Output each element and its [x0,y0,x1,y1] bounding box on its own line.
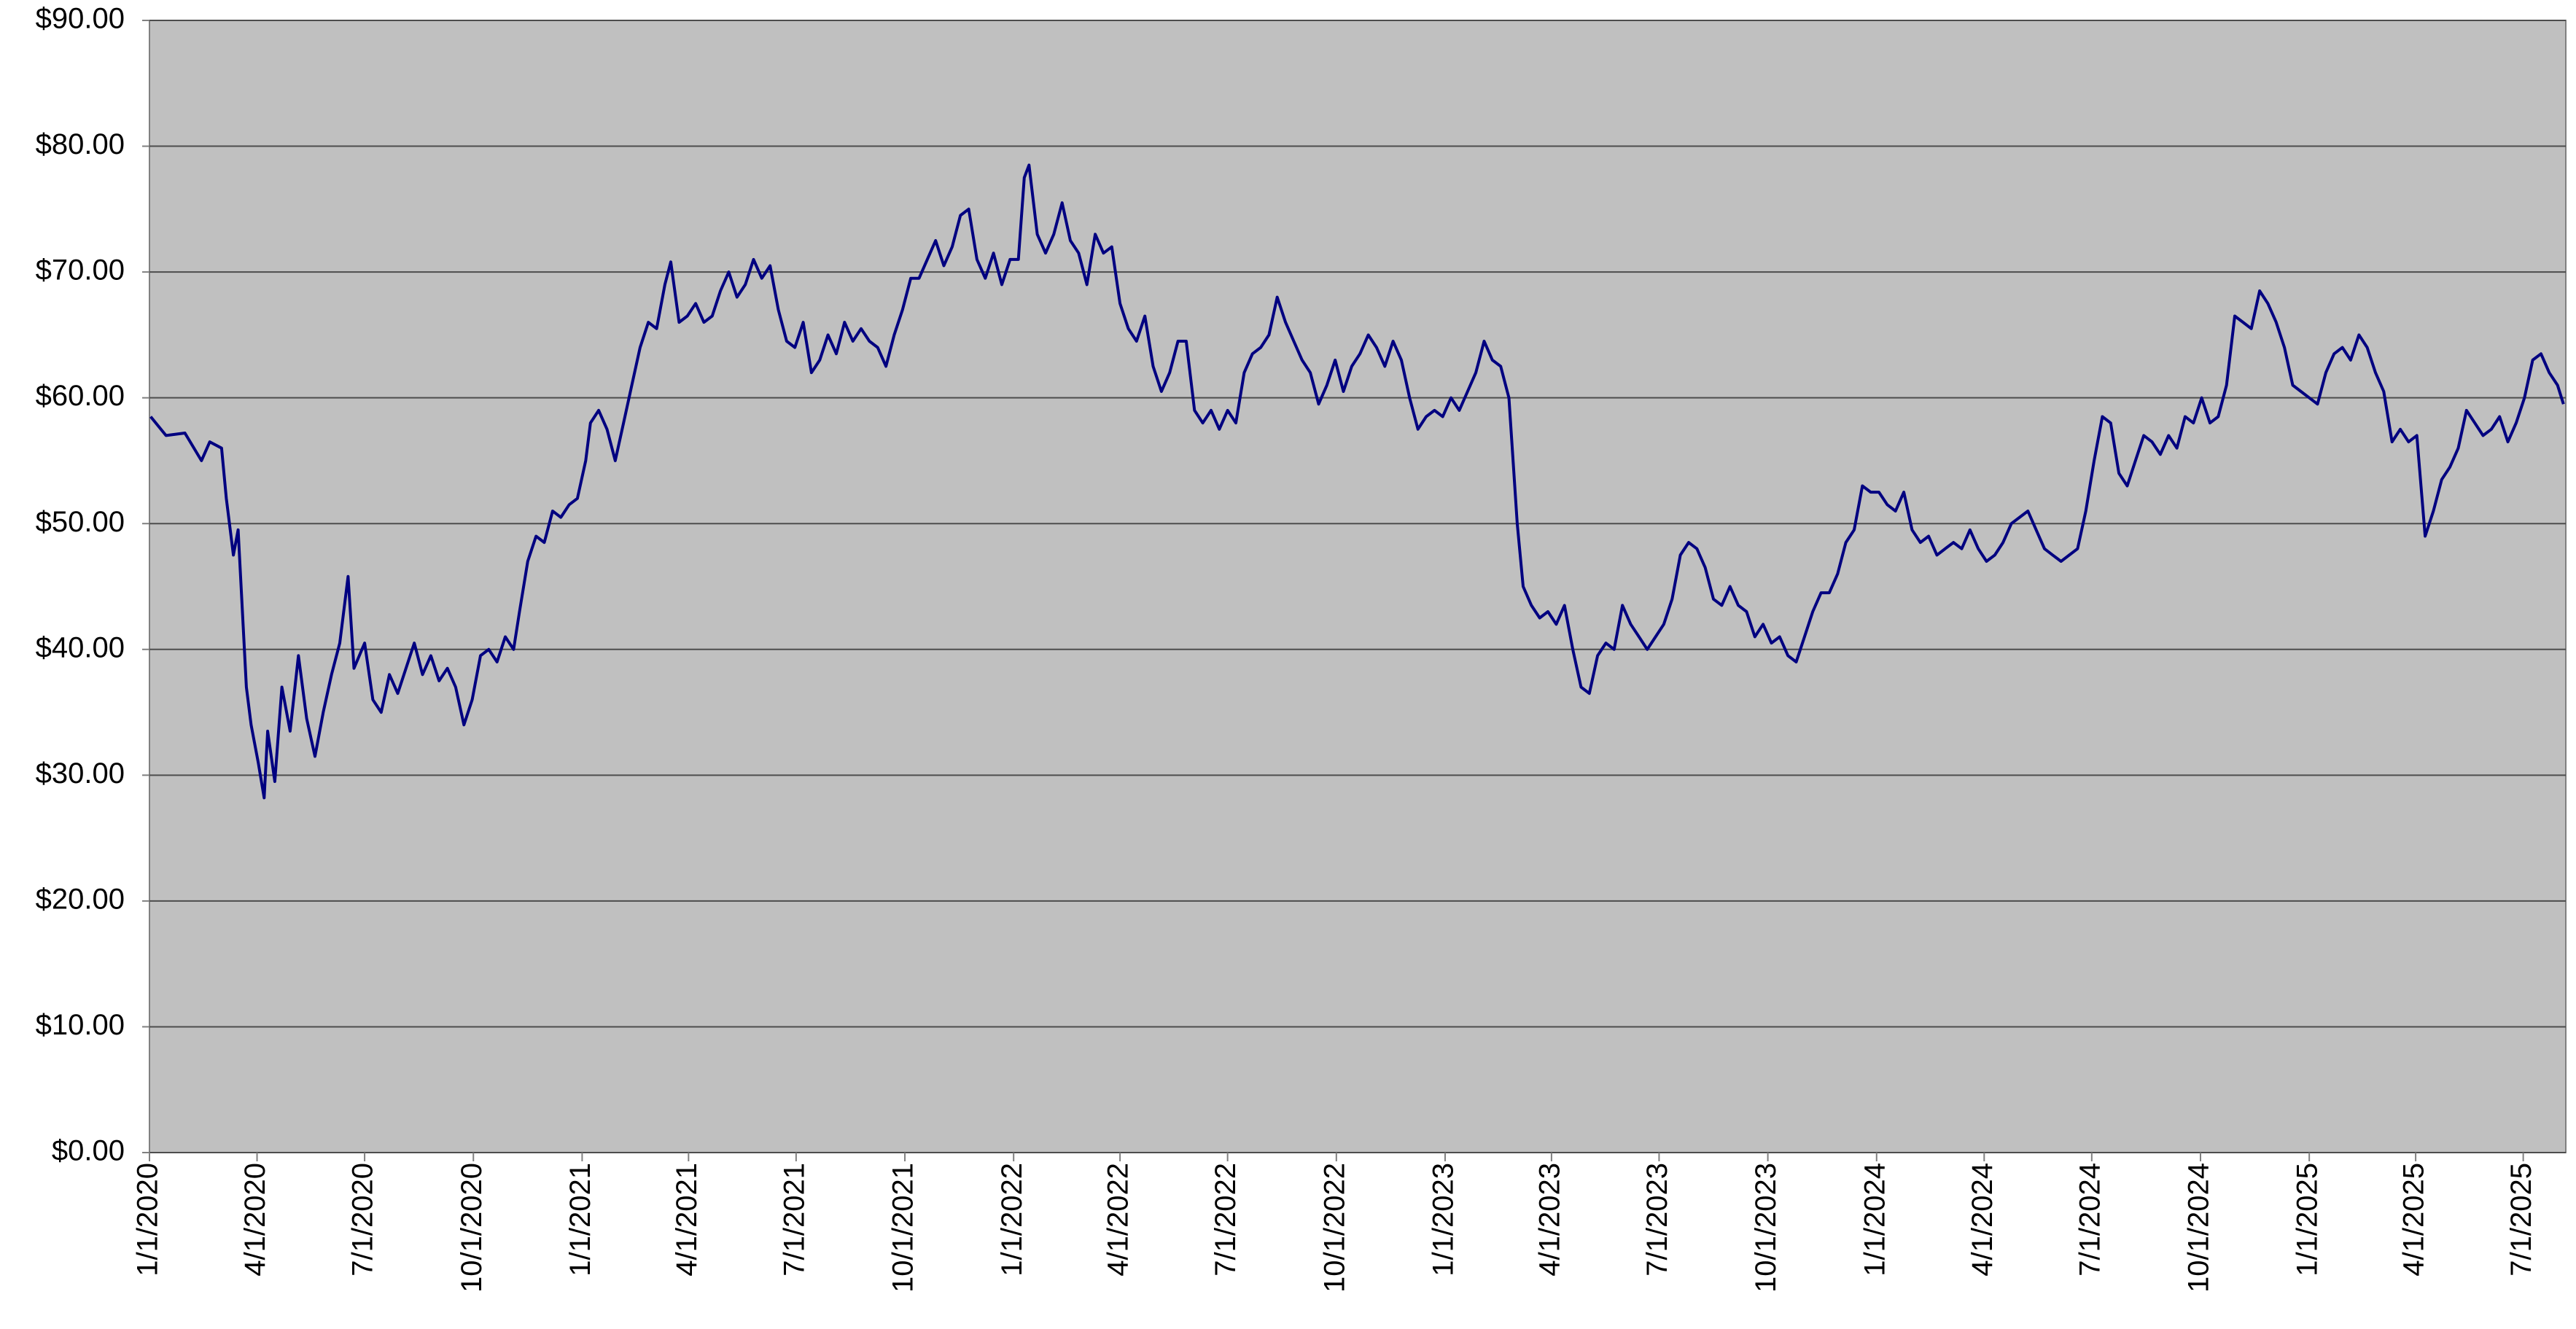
x-tick-label: 7/1/2020 [347,1163,379,1277]
y-tick-label: $90.00 [36,3,125,35]
y-tick-label: $50.00 [36,506,125,538]
y-tick-label: $40.00 [36,631,125,663]
x-tick-label: 4/1/2022 [1102,1163,1135,1277]
x-tick-label: 7/1/2024 [2074,1163,2106,1277]
x-tick-label: 10/1/2024 [2183,1163,2215,1293]
x-tick-label: 1/1/2024 [1859,1163,1891,1277]
x-tick-label: 4/1/2021 [671,1163,703,1277]
x-tick-label: 4/1/2025 [2398,1163,2430,1277]
y-tick-label: $70.00 [36,254,125,287]
x-tick-label: 10/1/2021 [887,1163,919,1293]
x-tick-label: 7/1/2022 [1210,1163,1242,1277]
y-tick-label: $0.00 [52,1135,125,1167]
x-tick-label: 4/1/2020 [239,1163,271,1277]
y-tick-label: $30.00 [36,757,125,790]
y-tick-label: $10.00 [36,1009,125,1041]
x-tick-label: 7/1/2021 [778,1163,810,1277]
y-tick-label: $80.00 [36,128,125,160]
x-tick-label: 1/1/2023 [1428,1163,1460,1277]
y-tick-label: $20.00 [36,883,125,915]
x-tick-label: 10/1/2020 [456,1163,488,1293]
x-tick-label: 10/1/2022 [1318,1163,1350,1293]
x-tick-label: 1/1/2021 [564,1163,596,1277]
price-line [149,163,2565,800]
plot-area [149,20,2567,1153]
x-tick-label: 4/1/2024 [1966,1163,1999,1277]
x-tick-label: 10/1/2023 [1750,1163,1782,1293]
x-tick-label: 1/1/2025 [2292,1163,2324,1277]
y-tick-label: $60.00 [36,380,125,412]
x-tick-label: 7/1/2023 [1641,1163,1673,1277]
x-tick-label: 1/1/2020 [132,1163,164,1277]
x-tick-label: 1/1/2022 [996,1163,1028,1277]
x-tick-label: 4/1/2023 [1533,1163,1565,1277]
x-tick-label: 7/1/2025 [2505,1163,2537,1277]
